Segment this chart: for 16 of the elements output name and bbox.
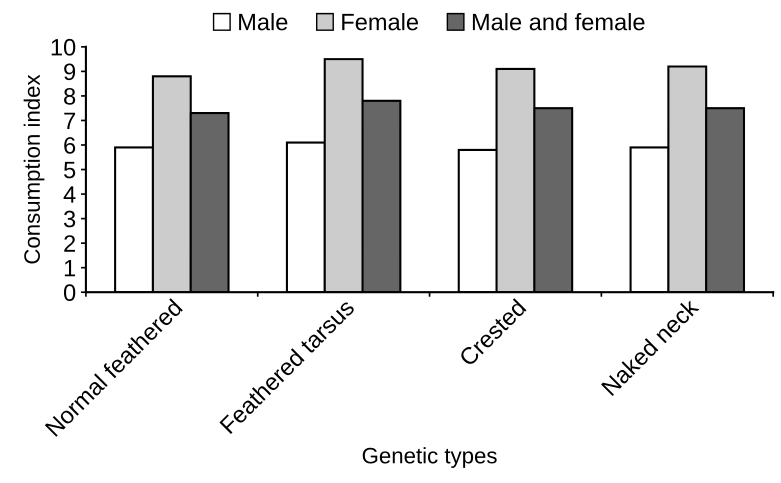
legend-label: Male and female <box>472 13 644 30</box>
y-axis-title: Consumption index <box>24 74 44 264</box>
y-tick-label: 3 <box>64 210 76 228</box>
y-tick-label: 2 <box>64 235 76 252</box>
y-tick-label: 10 <box>52 38 76 56</box>
y-tick-label: 1 <box>64 260 76 276</box>
y-tick-label: 0 <box>64 284 76 302</box>
legend-label: Male <box>239 13 288 30</box>
y-tick-label: 9 <box>64 63 76 80</box>
x-axis-title: Genetic types <box>362 447 497 468</box>
y-tick-label: 6 <box>64 137 76 154</box>
y-tick-label: 7 <box>64 112 76 130</box>
legend-label: Female <box>342 13 418 30</box>
y-tick-label: 4 <box>64 186 76 203</box>
y-tick-label: 5 <box>64 162 76 178</box>
y-tick-label: 8 <box>64 88 76 105</box>
